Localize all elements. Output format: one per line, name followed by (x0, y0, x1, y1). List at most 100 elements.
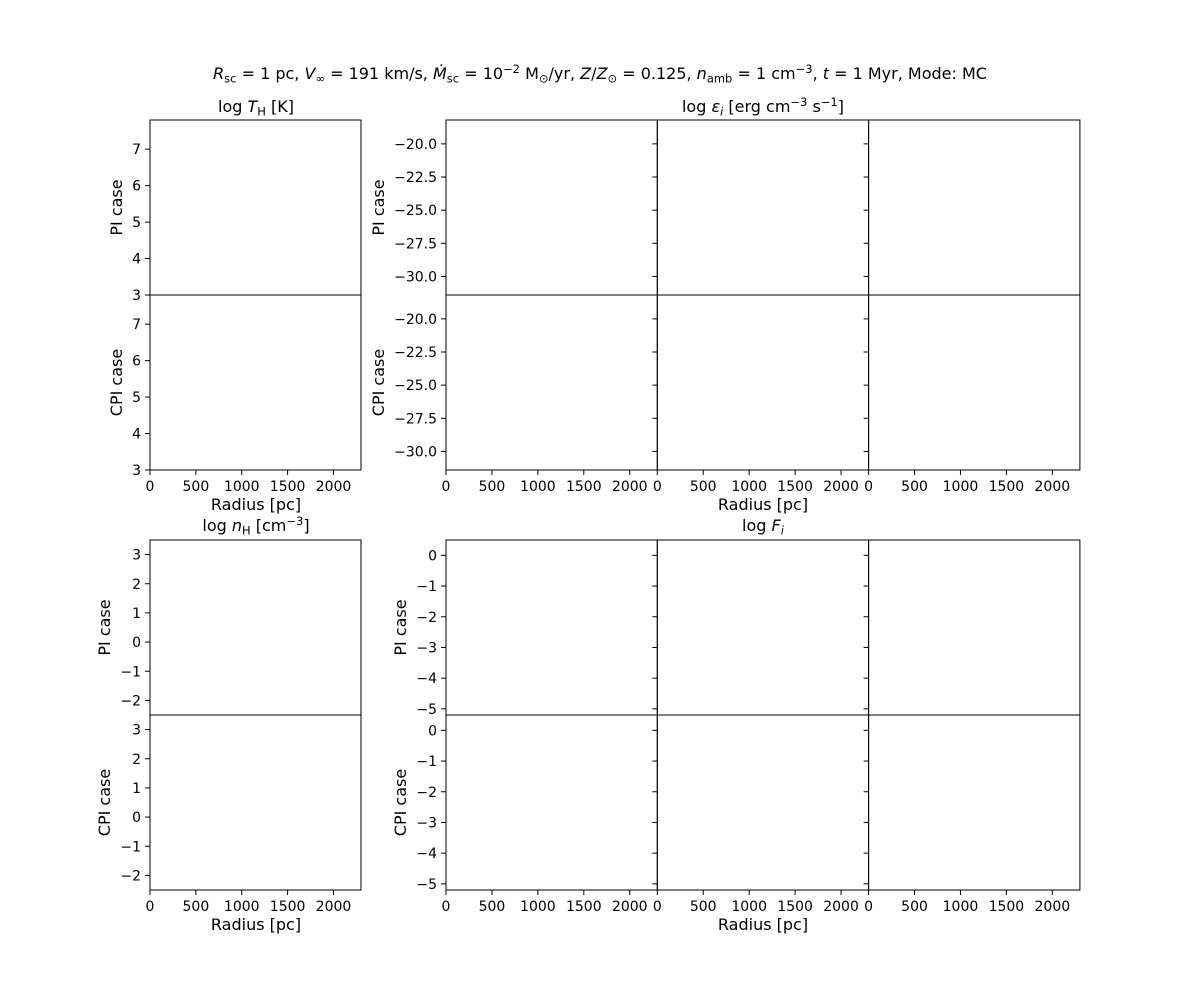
x-tick-label: 500 (479, 479, 506, 495)
density-panel-group: log nH [cm−3] PI case −2 −1 0 1 2 3 CPI case −2 −1… (95, 514, 362, 934)
x-tick-label: 1500 (777, 479, 813, 495)
x-tick-label: 2000 (612, 899, 648, 915)
temperature-xlabel: Radius [pc] (211, 495, 301, 514)
fraction-xlabel: Radius [pc] (718, 915, 808, 934)
y-tick-label: 3 (132, 463, 141, 479)
x-tick-label: 500 (901, 479, 928, 495)
y-tick-label: 2 (132, 577, 141, 593)
x-tick-label: 2000 (1035, 899, 1071, 915)
x-tick-label: 0 (864, 899, 873, 915)
y-tick-label: −20.0 (394, 137, 437, 153)
emissivity-axes-r1-c0: −30.0 −27.5 −25.0 −22.5 −20.0 0 500 1000 1500 200… (394, 294, 658, 495)
emissivity-axes-r1-c2: 0 500 1000 1500 2000 (863, 294, 1081, 495)
x-tick-label: 0 (442, 899, 451, 915)
y-tick-label: 3 (132, 288, 141, 304)
x-tick-label: 0 (442, 479, 451, 495)
density-axes-r1-c0: −2 −1 0 1 2 3 0 500 1000 1500 2000 (120, 714, 362, 915)
y-tick-label: −20.0 (394, 312, 437, 328)
temperature-axes-r0-c0: 3 4 5 6 7 (132, 119, 362, 304)
x-tick-label: 1000 (224, 899, 260, 915)
x-tick-label: 0 (146, 479, 155, 495)
y-tick-label: −3 (416, 815, 437, 831)
emissivity-axes-r0-c0: −30.0 −27.5 −25.0 −22.5 −20.0 (394, 119, 658, 296)
x-tick-label: 2000 (823, 899, 859, 915)
x-tick-label: 0 (146, 899, 155, 915)
fraction-axes-r0-c0: −5 −4 −3 −2 −1 0 (416, 539, 658, 718)
x-tick-label: 1500 (989, 899, 1025, 915)
y-tick-label: 1 (132, 606, 141, 622)
y-tick-label: −27.5 (394, 411, 437, 427)
y-tick-label: 1 (132, 781, 141, 797)
y-tick-label: 5 (132, 390, 141, 406)
x-tick-label: 1500 (566, 899, 602, 915)
y-tick-label: 3 (132, 548, 141, 564)
y-tick-label: −5 (416, 877, 437, 893)
x-tick-label: 0 (653, 479, 662, 495)
temperature-title: log TH [K] (218, 97, 294, 119)
x-tick-label: 1000 (520, 899, 556, 915)
y-tick-label: −1 (120, 664, 141, 680)
y-tick-label: 2 (132, 752, 141, 768)
x-tick-label: 0 (653, 899, 662, 915)
figure-title: Rsc = 1 pc, V∞ = 191 km/s, Ṁsc = 10−2 M⊙… (213, 62, 987, 86)
y-tick-label: 4 (132, 427, 141, 443)
x-tick-label: 500 (479, 899, 506, 915)
y-tick-label: −30.0 (394, 444, 437, 460)
fraction-title: log Fi (742, 516, 785, 538)
x-tick-label: 2000 (823, 479, 859, 495)
y-tick-label: −3 (416, 640, 437, 656)
fraction-axes-r1-c2: 0 500 1000 1500 2000 (863, 714, 1081, 915)
x-tick-label: 1000 (943, 479, 979, 495)
density-title: log nH [cm−3] (202, 514, 309, 538)
x-tick-label: 1000 (731, 479, 767, 495)
y-tick-label: −30.0 (394, 269, 437, 285)
temperature-ylabel-row-1: CPI case (107, 349, 126, 416)
temperature-ylabel-row-0: PI case (107, 179, 126, 235)
y-tick-label: 6 (132, 354, 141, 370)
x-tick-label: 0 (864, 479, 873, 495)
y-tick-label: −5 (416, 702, 437, 718)
y-tick-label: −2 (416, 610, 437, 626)
y-tick-label: −22.5 (394, 345, 437, 361)
y-tick-label: −4 (416, 671, 437, 687)
axes-frame (149, 714, 362, 891)
temperature-panel-group: log TH [K] PI case 3 4 5 6 7 CPI case 3 4 5 6 7 0 500 1… (107, 97, 362, 514)
emissivity-xlabel: Radius [pc] (718, 495, 808, 514)
density-xlabel: Radius [pc] (211, 915, 301, 934)
x-tick-label: 1500 (270, 899, 306, 915)
y-tick-label: −1 (120, 839, 141, 855)
x-tick-label: 500 (690, 899, 717, 915)
emissivity-panel-group: log εi [erg cm−3 s−1] PI case −30.0 −27.5 −2… (369, 95, 1081, 514)
x-tick-label: 500 (183, 899, 210, 915)
y-tick-label: 0 (428, 548, 437, 564)
y-tick-label: 7 (132, 317, 141, 333)
emissivity-ylabel-row-0: PI case (369, 179, 388, 235)
x-tick-label: 500 (901, 899, 928, 915)
x-tick-label: 2000 (612, 479, 648, 495)
y-tick-label: 0 (428, 723, 437, 739)
y-tick-label: −4 (416, 846, 437, 862)
y-tick-label: 6 (132, 179, 141, 195)
y-tick-label: −25.0 (394, 378, 437, 394)
axes-frame (868, 294, 1081, 471)
y-tick-label: 5 (132, 215, 141, 231)
panel-grid: log TH [K] PI case 3 4 5 6 7 CPI case 3 4 5 6 7 0 500 1… (95, 95, 1081, 934)
x-tick-label: 1000 (731, 899, 767, 915)
y-tick-label: 0 (132, 810, 141, 826)
x-tick-label: 1000 (224, 479, 260, 495)
y-tick-label: −27.5 (394, 236, 437, 252)
y-tick-label: −1 (416, 754, 437, 770)
x-tick-label: 2000 (316, 899, 352, 915)
x-tick-label: 500 (183, 479, 210, 495)
x-tick-label: 500 (690, 479, 717, 495)
x-tick-label: 1000 (520, 479, 556, 495)
y-tick-label: 0 (132, 635, 141, 651)
y-tick-label: −1 (416, 579, 437, 595)
x-tick-label: 1500 (566, 479, 602, 495)
x-tick-label: 2000 (316, 479, 352, 495)
density-ylabel-row-0: PI case (95, 599, 114, 655)
y-tick-label: −2 (120, 693, 141, 709)
y-tick-label: 4 (132, 252, 141, 268)
